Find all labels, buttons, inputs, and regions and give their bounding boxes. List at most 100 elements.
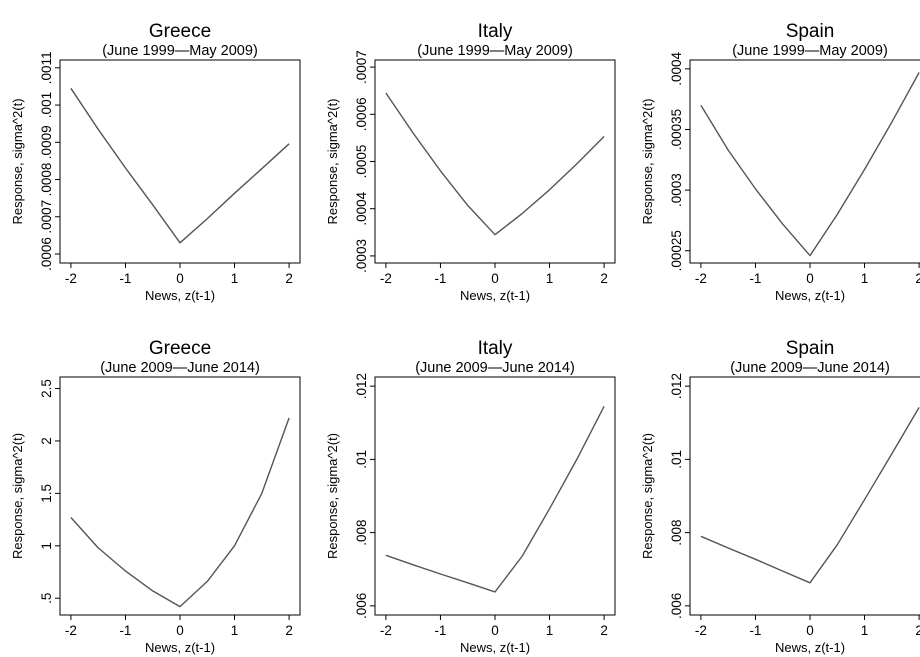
y-tick-label: .0003: [354, 239, 369, 273]
panel-title: Greece: [149, 21, 211, 42]
x-axis-title: News, z(t-1): [145, 288, 215, 303]
y-tick-label: .006: [669, 593, 684, 619]
y-tick-label: .006: [354, 593, 369, 619]
x-axis-title: News, z(t-1): [775, 640, 845, 655]
y-axis-title: Response, sigma^2(t): [10, 433, 25, 559]
x-tick-label: 2: [915, 623, 920, 638]
x-tick-label: -2: [380, 271, 392, 286]
x-tick-label: 2: [915, 271, 920, 286]
y-tick-label: 2.5: [39, 379, 54, 398]
plot-frame: [689, 376, 920, 616]
x-tick-label: -1: [749, 271, 761, 286]
x-tick-label: -1: [749, 623, 761, 638]
y-tick-label: 1.5: [39, 484, 54, 503]
panel-subtitle: (June 1999—May 2009): [102, 43, 258, 59]
x-tick-label: -1: [434, 271, 446, 286]
panel-1: Greece(June 1999—May 2009) -2 -1 0 1 2 .0006 .0…: [10, 21, 301, 303]
y-tick-label: .012: [354, 373, 369, 399]
y-tick-label: .0007: [354, 50, 369, 84]
panel-subtitle: (June 1999—May 2009): [417, 43, 573, 59]
panel-title: Spain: [786, 21, 835, 42]
y-tick-label: 2: [39, 437, 54, 445]
plot-frame: [689, 59, 920, 264]
x-tick-label: 1: [546, 271, 554, 286]
y-axis-title: Response, sigma^2(t): [325, 433, 340, 559]
x-axis-title: News, z(t-1): [460, 288, 530, 303]
panel-title: Italy: [478, 21, 513, 42]
panel-5: Italy(June 2009—June 2014) -2 -1 0 1 2 .006 .00…: [325, 338, 616, 655]
y-tick-label: .0008: [39, 163, 54, 197]
y-tick-label: .008: [669, 519, 684, 545]
panel-3: Spain(June 1999—May 2009) -2 -1 0 1 2 .00025 .0…: [640, 21, 920, 303]
x-tick-label: 0: [491, 271, 499, 286]
y-tick-label: .008: [354, 519, 369, 545]
y-tick-label: .0011: [39, 51, 54, 84]
plot-frame: [59, 376, 301, 616]
y-tick-label: .0004: [669, 51, 684, 85]
panel-6: Spain(June 2009—June 2014) -2 -1 0 1 2 .006 .00…: [640, 338, 920, 655]
x-tick-label: 1: [861, 271, 869, 286]
x-tick-label: -2: [65, 271, 77, 286]
x-tick-label: 0: [806, 623, 814, 638]
series-line: [385, 405, 605, 593]
series-line: [70, 87, 290, 244]
x-tick-label: 0: [806, 271, 814, 286]
x-tick-label: 1: [231, 623, 239, 638]
series-line: [700, 407, 920, 584]
panel-subtitle: (June 2009—June 2014): [730, 360, 890, 376]
y-tick-label: .012: [669, 373, 684, 399]
panel-4: Greece(June 2009—June 2014)-2 -1 0 1 2.511.5…: [10, 338, 301, 655]
series-line: [70, 417, 290, 608]
x-axis-title: News, z(t-1): [145, 640, 215, 655]
x-tick-label: 0: [176, 271, 184, 286]
y-tick-label: .001: [39, 92, 54, 118]
series-line: [385, 92, 605, 236]
y-tick-label: .0006: [39, 237, 54, 271]
y-tick-label: .01: [669, 450, 684, 469]
plot-frame: [59, 59, 301, 264]
x-tick-label: 2: [285, 271, 293, 286]
x-tick-label: 2: [285, 623, 293, 638]
x-tick-label: 1: [546, 623, 554, 638]
y-tick-label: .00035: [669, 109, 684, 150]
series-line: [700, 72, 920, 257]
panel-title: Italy: [478, 338, 513, 359]
plot-frame: [374, 376, 616, 616]
x-tick-label: 2: [600, 271, 608, 286]
panel-title: Greece: [149, 338, 211, 359]
y-axis-title: Response, sigma^2(t): [325, 98, 340, 224]
y-tick-label: 1: [39, 542, 54, 550]
y-axis-title: Response, sigma^2(t): [640, 98, 655, 224]
y-tick-label: .0005: [354, 145, 369, 179]
x-tick-label: 0: [176, 623, 184, 638]
x-tick-label: -1: [434, 623, 446, 638]
x-tick-label: 1: [231, 271, 239, 286]
x-tick-label: 2: [600, 623, 608, 638]
panel-subtitle: (June 2009—June 2014): [100, 360, 260, 376]
panel-subtitle: (June 1999—May 2009): [732, 43, 888, 59]
panel-subtitle: (June 2009—June 2014): [415, 360, 575, 376]
y-tick-label: .0004: [354, 191, 369, 225]
y-tick-label: .0006: [354, 97, 369, 131]
y-tick-label: .5: [39, 593, 54, 604]
x-tick-label: -2: [695, 271, 707, 286]
x-tick-label: -1: [119, 271, 131, 286]
x-tick-label: -2: [65, 623, 77, 638]
x-axis-title: News, z(t-1): [775, 288, 845, 303]
y-tick-label: .0003: [669, 173, 684, 207]
panel-2: Italy(June 1999—May 2009) -2 -1 0 1 2 .0003 .00…: [325, 21, 616, 303]
x-tick-label: -2: [380, 623, 392, 638]
y-tick-label: .0007: [39, 200, 54, 234]
y-tick-label: .01: [354, 450, 369, 469]
x-tick-label: 0: [491, 623, 499, 638]
y-axis-title: Response, sigma^2(t): [640, 433, 655, 559]
y-tick-label: .00025: [669, 230, 684, 271]
y-axis-title: Response, sigma^2(t): [10, 98, 25, 224]
panel-title: Spain: [786, 338, 835, 359]
x-tick-label: -1: [119, 623, 131, 638]
y-tick-label: .0009: [39, 125, 54, 159]
x-tick-label: -2: [695, 623, 707, 638]
x-tick-label: 1: [861, 623, 869, 638]
x-axis-title: News, z(t-1): [460, 640, 530, 655]
